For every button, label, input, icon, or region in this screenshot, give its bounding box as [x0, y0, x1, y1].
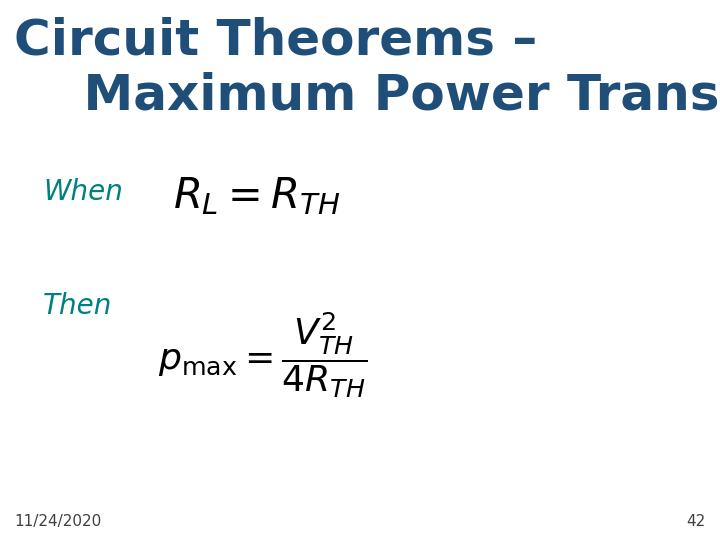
- Text: $p_{\mathrm{max}} = \dfrac{V_{TH}^{2}}{4R_{TH}}$: $p_{\mathrm{max}} = \dfrac{V_{TH}^{2}}{4…: [158, 310, 367, 400]
- Text: When: When: [43, 178, 123, 206]
- Text: 42: 42: [686, 514, 706, 529]
- Text: 11/24/2020: 11/24/2020: [14, 514, 102, 529]
- Text: Circuit Theorems –
    Maximum Power Transfer: Circuit Theorems – Maximum Power Transfe…: [14, 16, 720, 120]
- Text: $R_L = R_{TH}$: $R_L = R_{TH}$: [173, 176, 340, 218]
- Text: Then: Then: [43, 292, 112, 320]
